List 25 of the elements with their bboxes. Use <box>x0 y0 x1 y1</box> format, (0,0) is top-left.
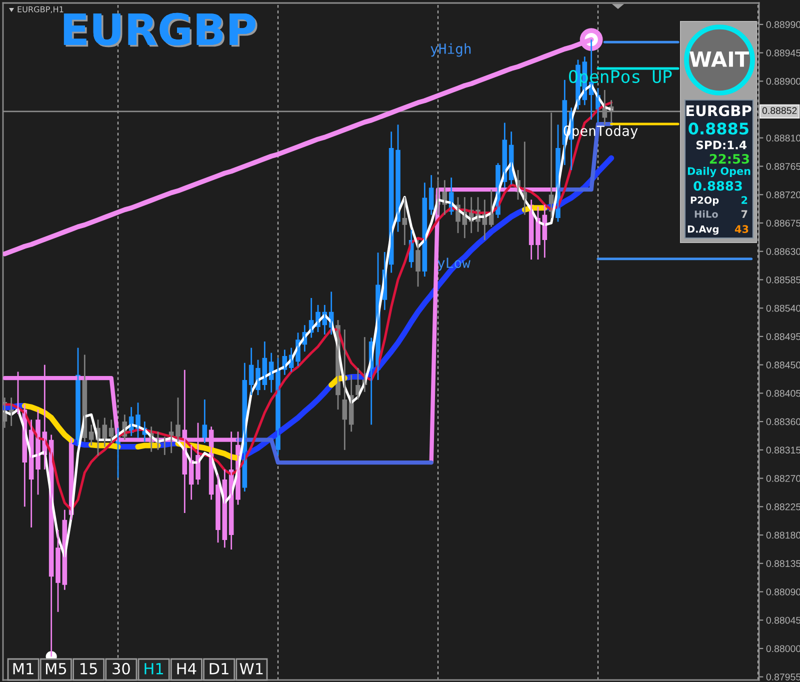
annotation: 7 <box>741 210 748 218</box>
annotation: 22:53 <box>710 154 749 164</box>
annotation: D.Avg <box>688 226 718 235</box>
annotation: M1 <box>13 663 34 674</box>
annotation: M5 <box>46 663 66 674</box>
annotation: D1 <box>210 663 228 674</box>
annotation: yHigh <box>430 43 471 57</box>
annotation: 15 <box>80 663 97 674</box>
chart-title: EURGBP <box>64 12 258 48</box>
annotation: Daily Open <box>688 166 750 178</box>
annotation: 30 <box>112 662 130 674</box>
annotation: 2 <box>742 196 748 204</box>
annotation: 43 <box>734 225 748 234</box>
annotation: P2Op <box>690 196 719 206</box>
annotation: W1 <box>240 663 263 674</box>
annotation: H4 <box>177 663 196 674</box>
annotation: SPD:1.4 <box>696 140 746 150</box>
annotation: 0.8885 <box>688 122 748 135</box>
annotation: H1 <box>144 663 164 674</box>
annotation: 0.8883 <box>694 180 742 191</box>
ref-line-label: 0.88852 <box>762 107 797 114</box>
chart-subtitle: EURGBP,H1 <box>18 6 64 14</box>
annotation: HiLo <box>694 210 718 218</box>
annotation: WAIT <box>690 52 749 67</box>
annotation: EURGBP <box>686 105 752 116</box>
